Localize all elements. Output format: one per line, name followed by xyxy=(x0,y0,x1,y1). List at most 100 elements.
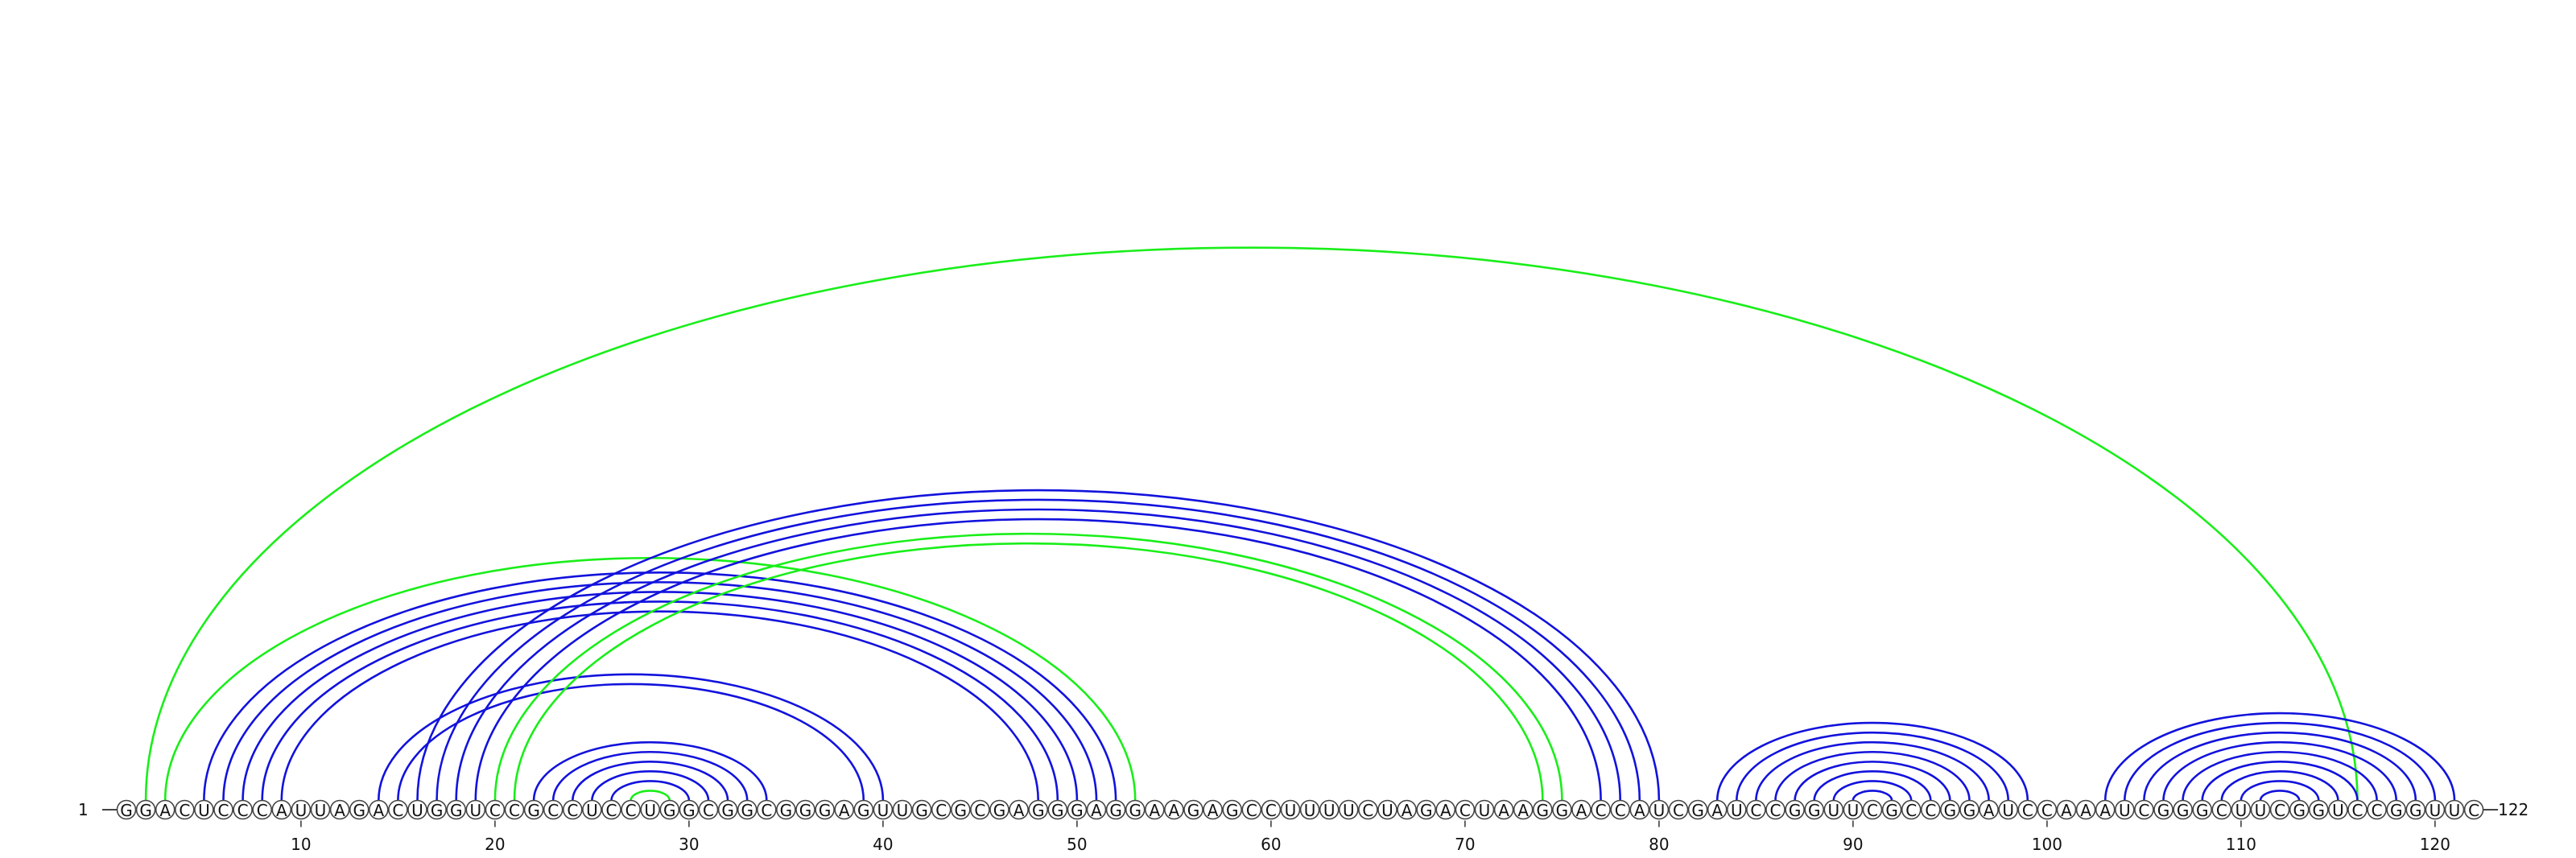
nucleotide-98: U xyxy=(1998,799,2018,820)
nucleotide-12: A xyxy=(329,799,350,820)
nucleotide-77: C xyxy=(1591,799,1611,820)
base-pair-arc-2-116 xyxy=(144,246,2359,801)
nucleotide-113: G xyxy=(2289,799,2310,820)
base-pair-arc-6-51 xyxy=(222,581,1098,801)
base-pair-arc-105-119 xyxy=(2143,731,2417,801)
nucleotide-44: G xyxy=(951,799,971,820)
nucleotide-19: U xyxy=(465,799,486,820)
nucleotide-75: G xyxy=(1552,799,1572,820)
nucleotide-letter: G xyxy=(353,801,365,820)
nucleotide-120: U xyxy=(2425,799,2446,820)
nucleotide-letter: C xyxy=(237,801,249,820)
nucleotide-letter: U xyxy=(1323,801,1335,820)
base-pair-arc-106-118 xyxy=(2162,740,2397,801)
nucleotide-letter: C xyxy=(1265,801,1277,820)
nucleotide-83: A xyxy=(1707,799,1728,820)
nucleotide-letter: C xyxy=(2041,801,2053,820)
nucleotide-letter: C xyxy=(974,801,985,820)
nucleotide-104: U xyxy=(2115,799,2135,820)
base-pair-arc-25-31 xyxy=(591,770,710,801)
nucleotide-20: C xyxy=(485,799,506,820)
nucleotide-letter: G xyxy=(1537,801,1550,820)
nucleotide-2: G xyxy=(135,799,156,820)
nucleotide-letter: C xyxy=(703,801,714,820)
nucleotide-36: G xyxy=(795,799,815,820)
nucleotide-56: G xyxy=(1183,799,1203,820)
nucleotide-letter: G xyxy=(1789,801,1802,820)
nucleotide-107: G xyxy=(2173,799,2193,820)
nucleotide-108: G xyxy=(2192,799,2212,820)
nucleotide-45: C xyxy=(970,799,990,820)
nucleotide-letter: U xyxy=(2119,801,2131,820)
nucleotide-letter: U xyxy=(1381,801,1393,820)
nucleotide-letter: G xyxy=(1226,801,1239,820)
nucleotide-73: A xyxy=(1513,799,1534,820)
base-pair-arc-20-75 xyxy=(493,532,1563,801)
end-label: 122 xyxy=(2498,800,2529,819)
nucleotide-38: A xyxy=(834,799,854,820)
nucleotide-letter: G xyxy=(1420,801,1433,820)
nucleotide-letter: A xyxy=(2080,801,2091,820)
nucleotide-letter: A xyxy=(1440,801,1451,820)
nucleotide-letter: C xyxy=(935,801,947,820)
nucleotide-letter: A xyxy=(1498,801,1509,820)
nucleotide-letter: C xyxy=(625,801,637,820)
nucleotide-letter: A xyxy=(276,801,287,820)
base-pair-arc-8-49 xyxy=(261,600,1059,801)
nucleotide-letter: U xyxy=(1653,801,1666,820)
base-pair-arc-84-98 xyxy=(1736,731,2009,801)
nucleotide-82: G xyxy=(1687,799,1708,820)
base-pair-arc-21-74 xyxy=(513,542,1544,801)
tick-label-50: 50 xyxy=(1067,835,1087,854)
nucleotide-letter: A xyxy=(2099,801,2111,820)
nucleotide-39: G xyxy=(853,799,874,820)
nucleotide-letter: G xyxy=(2293,801,2306,820)
nucleotide-letter: U xyxy=(1847,801,1860,820)
base-pair-arc-3-53 xyxy=(163,556,1137,801)
base-pair-arc-83-99 xyxy=(1715,721,2029,801)
nucleotide-letter: G xyxy=(1051,801,1064,820)
nucleotide-letter: A xyxy=(1208,801,1219,820)
nucleotide-letter: U xyxy=(1479,801,1491,820)
nucleotide-93: C xyxy=(1901,799,1922,820)
nucleotide-letter: G xyxy=(741,801,753,820)
nucleotide-letter: C xyxy=(1867,801,1878,820)
nucleotide-92: G xyxy=(1881,799,1902,820)
nucleotide-96: G xyxy=(1959,799,1979,820)
nucleotide-118: G xyxy=(2386,799,2406,820)
base-pair-arc-103-121 xyxy=(2103,712,2456,801)
nucleotide-letter: C xyxy=(2022,801,2033,820)
base-pair-arc-87-95 xyxy=(1794,761,1951,801)
nucleotide-letter: G xyxy=(915,801,928,820)
tick-label-30: 30 xyxy=(679,835,699,854)
base-pair-arc-86-96 xyxy=(1774,750,1971,801)
nucleotide-letter: U xyxy=(1343,801,1355,820)
nucleotide-letter: G xyxy=(120,801,133,820)
nucleotide-87: G xyxy=(1785,799,1805,820)
nucleotide-64: U xyxy=(1339,799,1359,820)
base-pair-arc-16-80 xyxy=(416,489,1661,801)
nucleotide-106: G xyxy=(2153,799,2174,820)
nucleotide-letter: A xyxy=(2061,801,2072,820)
nucleotide-5: U xyxy=(194,799,214,820)
nucleotide-48: G xyxy=(1028,799,1048,820)
nucleotide-letter: A xyxy=(839,801,850,820)
nucleotide-letter: U xyxy=(198,801,210,820)
nucleotide-91: C xyxy=(1862,799,1883,820)
nucleotide-94: C xyxy=(1921,799,1941,820)
nucleotide-letter: G xyxy=(1808,801,1821,820)
nucleotide-letter: U xyxy=(2255,801,2267,820)
nucleotide-97: A xyxy=(1979,799,1999,820)
nucleotide-72: A xyxy=(1493,799,1514,820)
nucleotide-53: G xyxy=(1125,799,1146,820)
nucleotide-13: G xyxy=(349,799,369,820)
tick-label-70: 70 xyxy=(1455,835,1475,854)
nucleotide-35: G xyxy=(776,799,796,820)
nucleotide-letter: A xyxy=(1517,801,1529,820)
nucleotide-letter: C xyxy=(1905,801,1917,820)
nucleotide-letter: A xyxy=(1013,801,1025,820)
nucleotide-99: C xyxy=(2017,799,2038,820)
base-pair-arc-23-33 xyxy=(551,750,749,801)
nucleotide-3: A xyxy=(155,799,175,820)
base-pair-arc-108-116 xyxy=(2201,761,2359,801)
